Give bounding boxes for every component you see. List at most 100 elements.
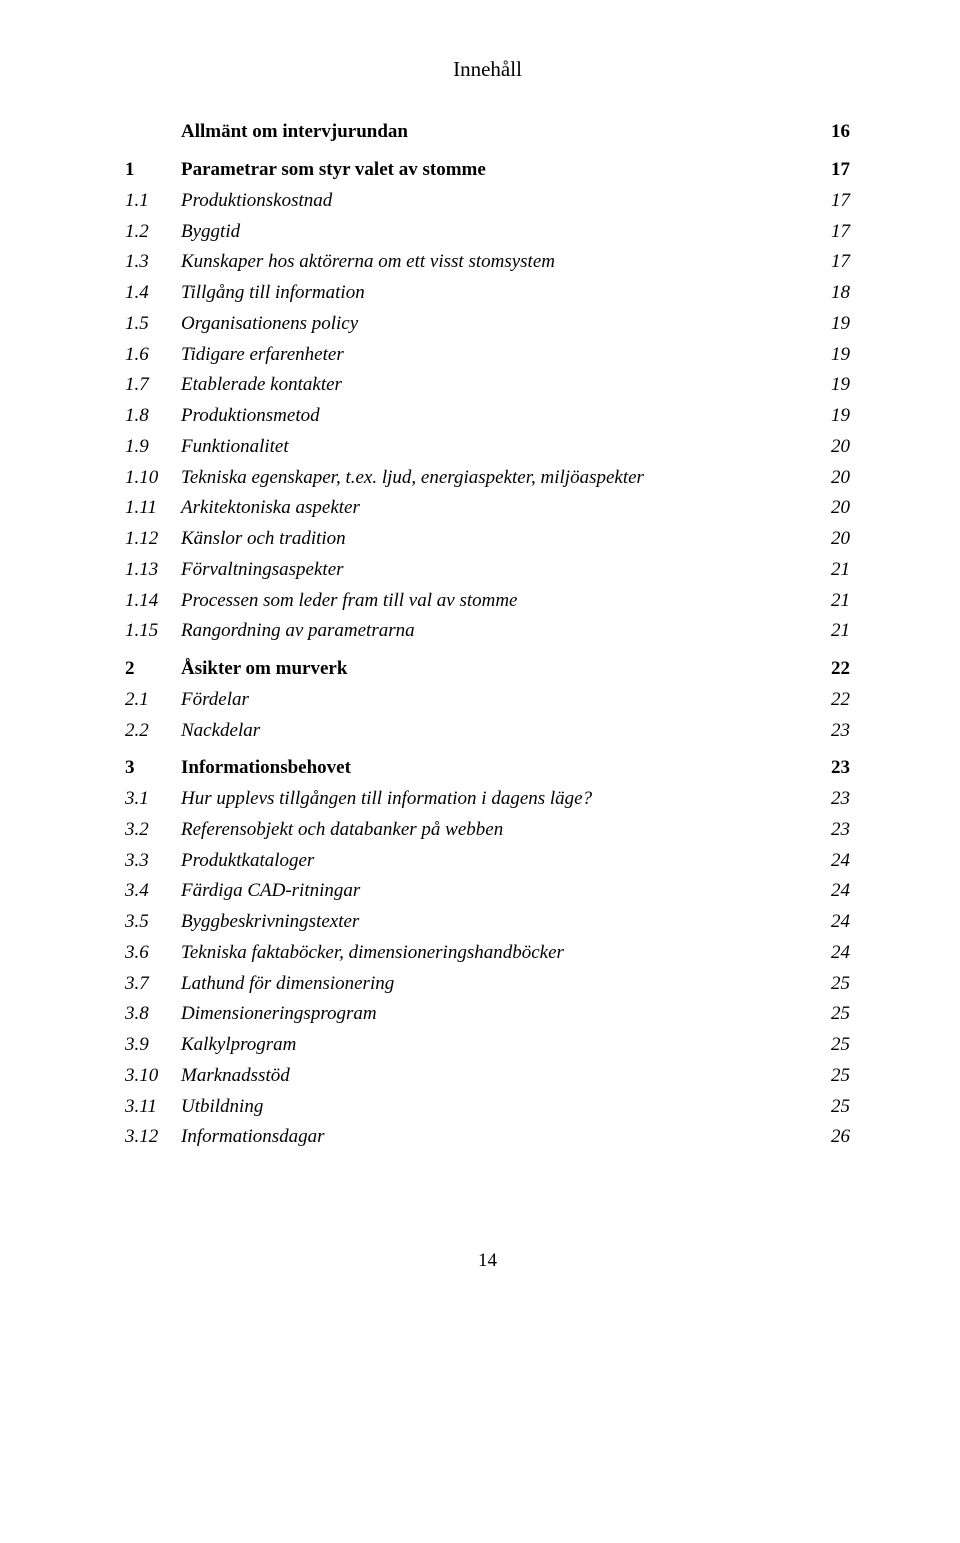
toc-row: 1.5Organisationens policy19	[125, 312, 850, 336]
toc-entry-number: 1.8	[125, 404, 181, 428]
toc-entry-number: 1.5	[125, 312, 181, 336]
toc-entry-number: 3.7	[125, 972, 181, 996]
toc-entry-number: 1.7	[125, 373, 181, 397]
toc-row: 3.1Hur upplevs tillgången till informati…	[125, 787, 850, 811]
toc-entry-page: 16	[814, 120, 850, 144]
toc-entry-page: 22	[814, 688, 850, 712]
toc-entry-label: Lathund för dimensionering	[181, 972, 814, 996]
toc-entry-page: 17	[814, 250, 850, 274]
toc-entry-label: Arkitektoniska aspekter	[181, 496, 814, 520]
toc-entry-label: Etablerade kontakter	[181, 373, 814, 397]
toc-entry-label: Rangordning av parametrarna	[181, 619, 814, 643]
toc-entry-number: 3.6	[125, 941, 181, 965]
toc-entry-page: 24	[814, 941, 850, 965]
toc-entry-label: Funktionalitet	[181, 435, 814, 459]
toc-entry-label: Produktionsmetod	[181, 404, 814, 428]
toc-entry-number: 2.2	[125, 719, 181, 743]
toc-row: 2.2Nackdelar23	[125, 719, 850, 743]
toc-entry-number: 1.1	[125, 189, 181, 213]
toc-entry-page: 20	[814, 496, 850, 520]
toc-entry-number: 1.3	[125, 250, 181, 274]
toc-entry-page: 25	[814, 1033, 850, 1057]
toc-entry-label: Tekniska faktaböcker, dimensioneringshan…	[181, 941, 814, 965]
toc-row: 1.11Arkitektoniska aspekter20	[125, 496, 850, 520]
toc-row: 3.7Lathund för dimensionering25	[125, 972, 850, 996]
toc-entry-label: Kunskaper hos aktörerna om ett visst sto…	[181, 250, 814, 274]
toc-row: Allmänt om intervjurundan16	[125, 120, 850, 144]
toc-entry-label: Kalkylprogram	[181, 1033, 814, 1057]
toc-entry-page: 20	[814, 466, 850, 490]
toc-row: 3.2Referensobjekt och databanker på webb…	[125, 818, 850, 842]
toc-entry-page: 25	[814, 1002, 850, 1026]
toc-entry-number: 1.2	[125, 220, 181, 244]
toc-entry-page: 22	[814, 657, 850, 681]
toc-entry-page: 17	[814, 158, 850, 182]
toc-row: 1.6Tidigare erfarenheter19	[125, 343, 850, 367]
toc-title: Innehåll	[125, 56, 850, 82]
toc-entry-number: 1	[125, 158, 181, 182]
toc-entry-page: 24	[814, 879, 850, 903]
toc-entry-page: 26	[814, 1125, 850, 1149]
toc-entry-label: Produktkataloger	[181, 849, 814, 873]
toc-row: 1Parametrar som styr valet av stomme17	[125, 158, 850, 182]
toc-entry-page: 23	[814, 818, 850, 842]
document-page: Innehåll Allmänt om intervjurundan16 1Par…	[0, 0, 960, 1543]
toc-entry-page: 24	[814, 910, 850, 934]
toc-entry-label: Byggtid	[181, 220, 814, 244]
toc-entry-label: Nackdelar	[181, 719, 814, 743]
toc-entry-number: 1.6	[125, 343, 181, 367]
toc-entry-label: Processen som leder fram till val av sto…	[181, 589, 814, 613]
toc-entry-page: 23	[814, 756, 850, 780]
toc-entry-page: 20	[814, 527, 850, 551]
toc-entry-label: Marknadsstöd	[181, 1064, 814, 1088]
toc-entry-label: Åsikter om murverk	[181, 657, 814, 681]
toc-entry-label: Tidigare erfarenheter	[181, 343, 814, 367]
toc-entry-number: 3	[125, 756, 181, 780]
toc-entry-number: 3.2	[125, 818, 181, 842]
toc-entry-number: 3.11	[125, 1095, 181, 1119]
toc-entry-label: Informationsbehovet	[181, 756, 814, 780]
toc-entry-number: 3.5	[125, 910, 181, 934]
toc-entry-number: 1.13	[125, 558, 181, 582]
toc-entry-number: 3.1	[125, 787, 181, 811]
toc-entry-label: Parametrar som styr valet av stomme	[181, 158, 814, 182]
toc-entry-number: 3.10	[125, 1064, 181, 1088]
toc-entry-page: 20	[814, 435, 850, 459]
toc-entry-page: 25	[814, 972, 850, 996]
toc-entry-number: 3.4	[125, 879, 181, 903]
toc-row: 1.13Förvaltningsaspekter21	[125, 558, 850, 582]
toc-entry-label: Hur upplevs tillgången till information …	[181, 787, 814, 811]
toc-entry-page: 19	[814, 343, 850, 367]
toc-entry-page: 21	[814, 619, 850, 643]
toc-entry-page: 21	[814, 589, 850, 613]
toc-entry-page: 18	[814, 281, 850, 305]
toc-row: 1.8Produktionsmetod19	[125, 404, 850, 428]
toc-row: 1.9Funktionalitet20	[125, 435, 850, 459]
toc-row: 3.10Marknadsstöd25	[125, 1064, 850, 1088]
toc-row: 3.4Färdiga CAD-ritningar24	[125, 879, 850, 903]
toc-entry-page: 23	[814, 719, 850, 743]
toc-entry-number: 1.14	[125, 589, 181, 613]
toc-entry-label: Färdiga CAD-ritningar	[181, 879, 814, 903]
toc-entry-page: 25	[814, 1064, 850, 1088]
toc-row: 1.10Tekniska egenskaper, t.ex. ljud, ene…	[125, 466, 850, 490]
toc-row: 3.5Byggbeskrivningstexter24	[125, 910, 850, 934]
toc-row: 3Informationsbehovet23	[125, 756, 850, 780]
toc-row: 1.1Produktionskostnad17	[125, 189, 850, 213]
toc-row: 1.3Kunskaper hos aktörerna om ett visst …	[125, 250, 850, 274]
toc-row: 3.12Informationsdagar26	[125, 1125, 850, 1149]
toc-entry-page: 24	[814, 849, 850, 873]
toc-entry-number: 2.1	[125, 688, 181, 712]
toc-row: 1.12Känslor och tradition20	[125, 527, 850, 551]
table-of-contents: Allmänt om intervjurundan16 1Parametrar s…	[125, 120, 850, 1149]
toc-entry-number: 1.4	[125, 281, 181, 305]
toc-entry-label: Allmänt om intervjurundan	[181, 120, 814, 144]
toc-entry-number: 3.8	[125, 1002, 181, 1026]
toc-entry-label: Byggbeskrivningstexter	[181, 910, 814, 934]
toc-entry-label: Förvaltningsaspekter	[181, 558, 814, 582]
toc-entry-number: 3.3	[125, 849, 181, 873]
toc-entry-number: 3.9	[125, 1033, 181, 1057]
toc-entry-label: Referensobjekt och databanker på webben	[181, 818, 814, 842]
toc-entry-label: Produktionskostnad	[181, 189, 814, 213]
toc-row: 3.3Produktkataloger24	[125, 849, 850, 873]
